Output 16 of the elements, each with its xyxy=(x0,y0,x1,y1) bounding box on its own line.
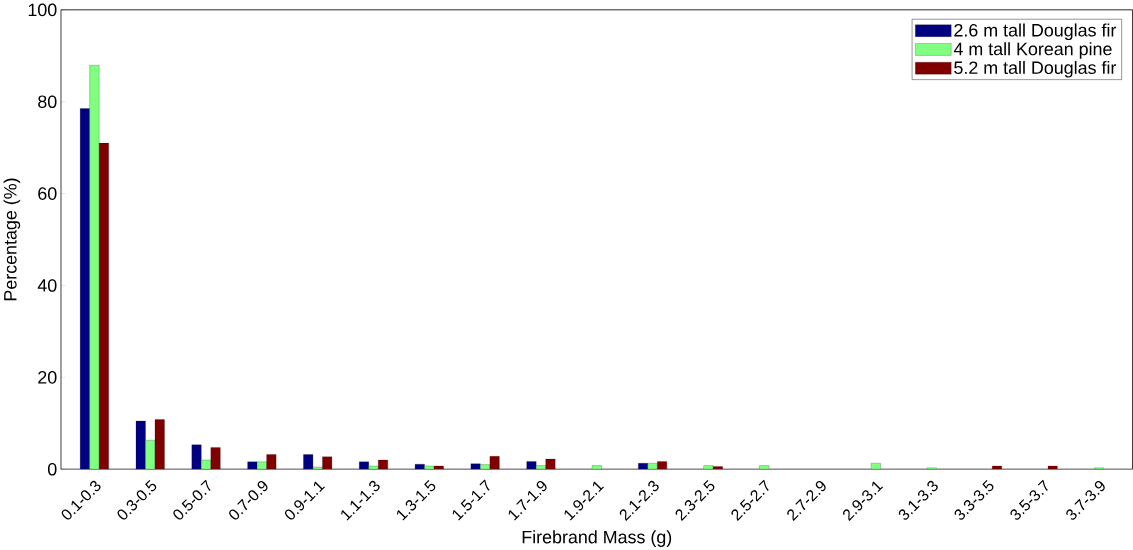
y-axis-title: Percentage (%) xyxy=(3,178,21,300)
bar xyxy=(1047,465,1058,470)
bar xyxy=(992,465,1002,470)
legend-label: 2.6 m tall Douglas fir xyxy=(954,23,1117,40)
y-tick-label: 0 xyxy=(47,462,57,476)
y-tick-label: 80 xyxy=(38,95,57,108)
y-tick-label: 100 xyxy=(28,3,57,16)
y-tick-label: 40 xyxy=(37,278,57,292)
legend-label: 5.2 m tall Douglas fir xyxy=(954,60,1117,78)
bar xyxy=(591,465,602,470)
bar xyxy=(759,465,770,470)
y-tick-label: 60 xyxy=(38,187,57,200)
y-tick-label: 20 xyxy=(38,370,57,384)
bar xyxy=(870,462,881,470)
x-axis-title: Firebrand Mass (g) xyxy=(522,530,672,547)
legend-label: 4 m tall Korean pine xyxy=(953,41,1112,59)
